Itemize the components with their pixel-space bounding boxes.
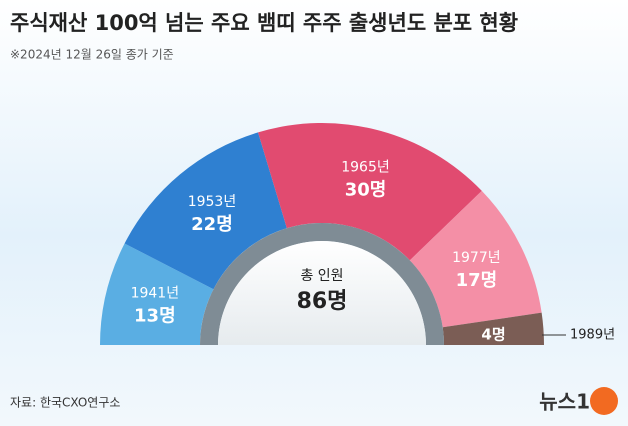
segment — [100, 243, 214, 345]
value-label: 13명 — [134, 306, 176, 327]
source: 자료: 한국CXO연구소 — [10, 396, 120, 410]
category-label: 1977년 — [452, 250, 501, 266]
segment — [409, 190, 542, 328]
logo-badge — [590, 387, 618, 415]
category-label: 1953년 — [188, 194, 237, 210]
segment — [442, 312, 544, 345]
segment — [124, 132, 287, 290]
center-value: 86명 — [297, 289, 348, 314]
segment — [258, 123, 482, 261]
value-label: 4명 — [481, 326, 505, 344]
logo-text: 뉴스1 — [539, 390, 590, 414]
logo: 뉴스1 — [539, 387, 618, 415]
plot: 1941년 13명 1953년 22명 1965년 30명 1977년 17명 4명 1989년 총… — [100, 123, 615, 345]
value-label: 22명 — [191, 214, 233, 235]
chart-title: 주식재산 100억 넘는 주요 뱀띠 주주 출생년도 분포 현황 — [10, 11, 518, 35]
chart-subtitle: ※2024년 12월 26일 종가 기준 — [10, 48, 174, 62]
value-label: 30명 — [345, 180, 387, 201]
inner-area — [218, 240, 426, 345]
category-label: 1965년 — [341, 160, 390, 176]
inner-ring — [200, 223, 444, 345]
category-label: 1989년 — [570, 328, 615, 343]
value-label: 17명 — [456, 270, 498, 291]
center-label: 총 인원 — [300, 268, 343, 284]
category-label: 1941년 — [131, 286, 180, 302]
